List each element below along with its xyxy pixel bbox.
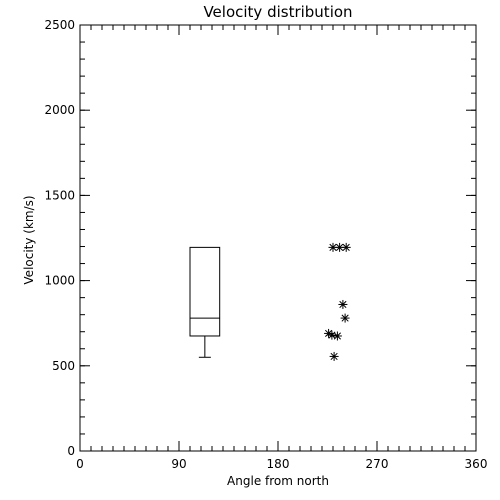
x-tick-label: 90: [171, 457, 186, 471]
y-tick-label: 0: [67, 444, 75, 458]
x-tick-label: 180: [267, 457, 290, 471]
data-point: [332, 331, 342, 341]
asterisk-stroke: [342, 243, 350, 251]
y-tick-label: 1000: [44, 274, 75, 288]
asterisk-stroke: [330, 352, 338, 361]
data-point: [341, 242, 351, 252]
x-axis-label: Angle from north: [227, 474, 329, 488]
asterisk-stroke: [329, 243, 337, 251]
box-iqr: [189, 246, 221, 337]
y-axis-label: Velocity (km/s): [22, 195, 36, 284]
asterisk-stroke: [336, 243, 344, 251]
asterisk-stroke: [333, 332, 341, 340]
x-tick-label: 270: [366, 457, 389, 471]
plot-frame: [79, 24, 477, 452]
data-point: [329, 351, 339, 361]
chart-title: Velocity distribution: [203, 3, 352, 21]
asterisk-stroke: [341, 314, 349, 322]
data-point: [340, 313, 350, 323]
y-tick-label: 2000: [44, 103, 75, 117]
plot-area: 0 90 180 270 360 0 500 1000 1500 2000 2500: [44, 18, 487, 471]
data-point: [338, 299, 348, 309]
y-tick-label: 2500: [44, 18, 75, 32]
asterisk-stroke: [325, 329, 333, 338]
data-point: [328, 242, 338, 252]
x-tick-label: 360: [465, 457, 488, 471]
x-tick-label: 0: [76, 457, 84, 471]
asterisk-stroke: [339, 300, 347, 309]
y-tick-label: 500: [52, 359, 75, 373]
y-tick-label: 1500: [44, 188, 75, 202]
